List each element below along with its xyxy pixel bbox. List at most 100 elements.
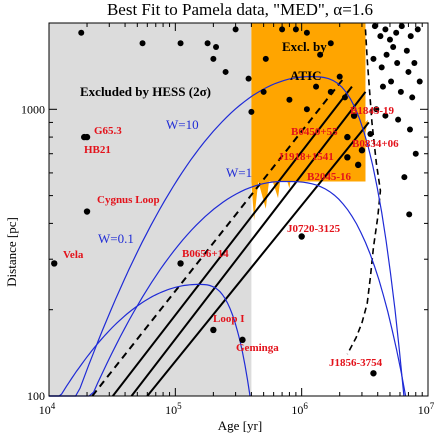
extra-points xyxy=(78,23,423,218)
pulsar-point-42 xyxy=(409,94,416,101)
pulsar-point-10 xyxy=(262,55,269,62)
x-tick-label-2: 105 xyxy=(165,401,182,417)
w-curve-1 xyxy=(49,75,405,397)
pulsar-point-46 xyxy=(395,116,402,123)
source-label-11: B0834+06 xyxy=(352,138,399,150)
pulsar-point-27 xyxy=(393,29,400,36)
pulsar-point-17 xyxy=(286,96,293,103)
pulsar-point-38 xyxy=(411,60,418,67)
x-tick-label-exponent: 5 xyxy=(177,401,182,411)
pulsar-point-16 xyxy=(260,88,267,95)
pulsar-point-4 xyxy=(210,55,217,62)
pulsar-point-29 xyxy=(407,33,414,40)
source-point-14 xyxy=(370,370,377,377)
bound-line-2 xyxy=(130,91,367,397)
pulsar-point-47 xyxy=(406,126,413,133)
x-tick-label-exponent: 4 xyxy=(51,401,56,411)
source-label-6: Loop I xyxy=(213,313,245,325)
pulsar-point-52 xyxy=(367,131,374,138)
pulsar-point-15 xyxy=(327,40,334,47)
axis-ticks xyxy=(48,22,428,397)
x-tick-label-base: 10 xyxy=(165,403,177,417)
pulsar-point-1 xyxy=(78,29,85,36)
pulsar-point-3 xyxy=(177,40,184,47)
x-axis-label: Age [yr] xyxy=(218,418,262,433)
y-tick-label-2: 1000 xyxy=(21,102,45,116)
x-tick-label-base: 10 xyxy=(291,403,303,417)
source-label-12: B2045-16 xyxy=(307,171,352,183)
w-curves xyxy=(49,75,407,397)
pulsar-point-21 xyxy=(303,106,310,113)
source-point-6 xyxy=(210,326,217,334)
atic-spikes xyxy=(251,119,368,221)
pulsar-point-24 xyxy=(377,33,384,40)
pulsar-point-40 xyxy=(388,78,395,85)
pulsar-point-32 xyxy=(378,64,385,71)
pulsar-point-44 xyxy=(373,106,380,113)
plot-area: G65.3 HB21 Cygnus Loop Vela B0656+14 Loop I Ge… xyxy=(21,22,435,417)
x-tick-label-base: 10 xyxy=(39,403,51,417)
source-label-1: G65.3 xyxy=(94,125,122,137)
pulsar-point-5 xyxy=(204,40,211,47)
atic-region-label-1: Excl. by xyxy=(282,39,327,54)
w-curve-3 xyxy=(49,283,251,397)
pulsar-point-43 xyxy=(416,78,423,85)
source-label-13: J0720-3125 xyxy=(287,223,341,235)
source-point-12 xyxy=(354,161,362,169)
pulsar-point-14 xyxy=(317,51,324,58)
source-label-7: Geminga xyxy=(236,342,279,354)
bound-line-1 xyxy=(112,85,353,397)
x-tick-label-3: 106 xyxy=(291,401,308,417)
source-point-3 xyxy=(83,208,91,215)
source-label-5: B0656+14 xyxy=(182,248,229,260)
source-point-13 xyxy=(298,233,305,240)
chart-title: Best Fit to Pamela data, "MED", α=1.6 xyxy=(107,0,373,19)
pulsar-point-36 xyxy=(403,47,410,54)
pulsar-point-31 xyxy=(370,55,377,62)
pulsar-point-2 xyxy=(139,40,146,47)
pulsar-point-45 xyxy=(382,112,389,119)
source-points xyxy=(51,112,377,377)
pulsar-point-9 xyxy=(245,75,252,82)
x-tick-label-exponent: 6 xyxy=(303,401,308,411)
pulsar-point-34 xyxy=(390,43,397,50)
w-curve-label-2: W=1 xyxy=(226,165,252,180)
w-curve-2 xyxy=(49,180,407,397)
w-labels: W=10 W=1 W=0.1 xyxy=(98,117,252,246)
hess-excluded-region xyxy=(49,23,252,396)
source-point-4 xyxy=(51,260,58,267)
source-label-8: B1845-19 xyxy=(350,105,395,117)
source-label-3: Cygnus Loop xyxy=(97,194,160,206)
pulsar-point-26 xyxy=(386,36,393,43)
pulsar-point-6 xyxy=(213,43,220,50)
plot-frame xyxy=(48,22,429,397)
atic-spike-fill xyxy=(251,119,368,221)
pulsar-point-13 xyxy=(303,29,310,36)
bound-line-3 xyxy=(146,121,370,397)
pulsar-point-8 xyxy=(222,68,229,75)
bound-lines xyxy=(91,29,382,397)
source-label-9: B0450+55 xyxy=(291,126,338,138)
y-tick-label-1: 100 xyxy=(27,389,45,403)
source-point-9 xyxy=(344,133,351,141)
x-tick-label-exponent: 7 xyxy=(430,401,435,411)
pulsar-point-25 xyxy=(382,26,389,33)
pulsar-point-48 xyxy=(412,150,419,157)
x-tick-label-4: 107 xyxy=(418,401,435,417)
atic-region-label-2: ATIC xyxy=(290,68,322,83)
pulsar-point-50 xyxy=(406,211,413,218)
dashed-boundary xyxy=(346,29,382,355)
source-labels: G65.3 HB21 Cygnus Loop Vela B0656+14 Loop I Ge… xyxy=(63,105,399,369)
pulsar-point-23 xyxy=(371,23,378,30)
source-label-4: Vela xyxy=(63,249,84,261)
source-label-10: J1918+1541 xyxy=(278,151,334,163)
source-label-2: HB21 xyxy=(84,144,111,156)
pulsar-point-37 xyxy=(405,68,412,75)
w-curve-label-1: W=10 xyxy=(166,117,199,132)
w-curve-label-3: W=0.1 xyxy=(98,231,134,246)
source-point-10 xyxy=(344,154,351,161)
y-axis-label: Distance [pc] xyxy=(4,217,19,287)
pulsar-point-51 xyxy=(248,108,255,115)
